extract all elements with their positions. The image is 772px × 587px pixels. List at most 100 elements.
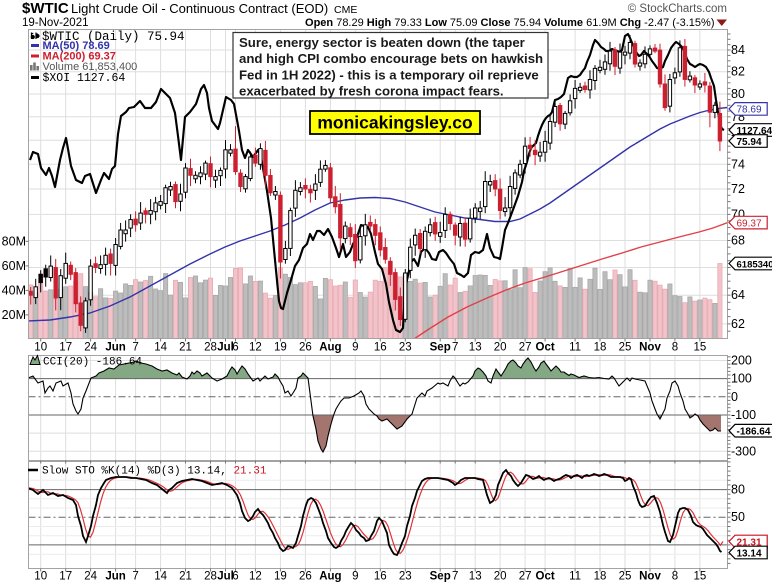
svg-text:10: 10 [34, 342, 47, 354]
svg-text:20M: 20M [2, 308, 26, 322]
svg-text:7: 7 [132, 342, 138, 354]
svg-text:Jul: Jul [217, 342, 234, 354]
svg-text:-300: -300 [731, 444, 756, 458]
svg-text:21: 21 [179, 571, 192, 583]
svg-text:74: 74 [731, 157, 745, 171]
svg-text:13: 13 [469, 571, 482, 583]
svg-text:Open 78.29 High 79.33 Low 75: Open 78.29 High 79.33 Low 75.09 Close 75… [305, 17, 714, 29]
svg-text:28: 28 [204, 571, 217, 583]
svg-text:$XOI 1127.64: $XOI 1127.64 [43, 72, 126, 85]
svg-text:CCI(20) -186.64: CCI(20) -186.64 [43, 357, 142, 369]
svg-text:Volume 61,853,400: Volume 61,853,400 [43, 61, 138, 73]
svg-text:40M: 40M [2, 283, 26, 297]
svg-text:12: 12 [249, 571, 262, 583]
svg-text:24: 24 [84, 342, 97, 354]
svg-text:Slow STO %K(14) %D(3) 13.14, 2: Slow STO %K(14) %D(3) 13.14, 21.31 [42, 466, 267, 478]
svg-text:-186.64: -186.64 [737, 427, 771, 438]
svg-text:19: 19 [274, 342, 287, 354]
svg-text:25: 25 [619, 571, 632, 583]
svg-text:69.37: 69.37 [737, 218, 762, 229]
svg-text:24: 24 [84, 571, 97, 583]
svg-text:17: 17 [59, 571, 72, 583]
svg-text:Jun: Jun [105, 571, 125, 583]
svg-text:14: 14 [154, 571, 167, 583]
svg-text:27: 27 [519, 571, 532, 583]
svg-text:6: 6 [232, 571, 238, 583]
svg-text:9: 9 [352, 342, 358, 354]
svg-text:and high CPI combo encourage b: and high CPI combo encourage bets on haw… [239, 51, 543, 66]
svg-text:Sep: Sep [430, 342, 451, 354]
svg-text:Oct: Oct [536, 571, 555, 583]
svg-text:18: 18 [594, 342, 607, 354]
svg-text:$WTIC: $WTIC [22, 0, 69, 17]
svg-text:Oct: Oct [536, 342, 555, 354]
svg-text:7: 7 [132, 571, 138, 583]
svg-text:27: 27 [519, 342, 532, 354]
svg-text:MA(50) 78.69: MA(50) 78.69 [43, 40, 110, 52]
svg-text:Nov: Nov [639, 342, 661, 354]
svg-text:1127.64: 1127.64 [737, 126, 772, 137]
svg-text:11: 11 [569, 571, 581, 583]
svg-text:61853400: 61853400 [737, 259, 772, 270]
svg-text:200: 200 [731, 354, 752, 368]
svg-text:9: 9 [352, 571, 358, 583]
svg-text:15: 15 [694, 571, 707, 583]
svg-text:16: 16 [374, 342, 387, 354]
svg-text:21.31: 21.31 [737, 537, 762, 548]
svg-text:8: 8 [672, 571, 678, 583]
svg-text:exacerbated by fresh corona im: exacerbated by fresh corona impact fears… [239, 84, 504, 99]
svg-text:20: 20 [494, 571, 507, 583]
svg-text:12: 12 [249, 342, 262, 354]
svg-text:26: 26 [299, 342, 312, 354]
svg-text:Sure, energy sector is beaten: Sure, energy sector is beaten down (the … [239, 35, 525, 50]
svg-text:19-Nov-2021: 19-Nov-2021 [22, 17, 88, 29]
svg-text:25: 25 [619, 342, 632, 354]
svg-text:Nov: Nov [639, 571, 661, 583]
svg-text:7: 7 [452, 571, 458, 583]
svg-text:19: 19 [274, 571, 287, 583]
svg-text:50: 50 [731, 510, 745, 524]
svg-text:11: 11 [569, 342, 581, 354]
svg-text:72: 72 [731, 182, 745, 196]
svg-text:15: 15 [694, 342, 707, 354]
svg-text:18: 18 [594, 571, 607, 583]
svg-text:80M: 80M [2, 234, 26, 248]
svg-text:68: 68 [731, 234, 745, 248]
svg-text:62: 62 [731, 317, 745, 331]
svg-text:10: 10 [34, 571, 47, 583]
svg-text:82: 82 [731, 65, 745, 79]
svg-text:60M: 60M [2, 259, 26, 273]
svg-text:17: 17 [59, 342, 72, 354]
svg-text:Jun: Jun [105, 342, 125, 354]
svg-text:13: 13 [469, 342, 482, 354]
svg-text:8: 8 [672, 342, 678, 354]
svg-text:64: 64 [731, 288, 745, 302]
svg-text:80: 80 [731, 87, 745, 101]
svg-text:0: 0 [731, 390, 738, 404]
svg-text:26: 26 [299, 571, 312, 583]
svg-text:Sep: Sep [430, 571, 451, 583]
svg-text:21: 21 [179, 342, 192, 354]
svg-text:Aug: Aug [319, 342, 341, 354]
svg-text:MA(200) 69.37: MA(200) 69.37 [43, 51, 116, 63]
svg-text:-100: -100 [731, 408, 756, 422]
svg-text:6: 6 [232, 342, 238, 354]
svg-text:Jul: Jul [217, 571, 234, 583]
svg-text:13.14: 13.14 [737, 548, 762, 559]
svg-text:16: 16 [374, 571, 387, 583]
svg-text:$WTIC (Daily) 75.94: $WTIC (Daily) 75.94 [42, 30, 185, 44]
svg-text:78.69: 78.69 [737, 105, 762, 116]
svg-text:Aug: Aug [319, 571, 341, 583]
svg-text:84: 84 [731, 43, 745, 57]
svg-text:CME: CME [334, 4, 357, 16]
svg-text:100: 100 [731, 372, 752, 386]
svg-text:© StockCharts.com: © StockCharts.com [628, 3, 727, 15]
svg-text:Light Crude Oil - Continuous C: Light Crude Oil - Continuous Contract (E… [71, 1, 328, 16]
svg-text:28: 28 [204, 342, 217, 354]
svg-text:monicakingsley.co: monicakingsley.co [317, 113, 472, 133]
svg-text:20: 20 [494, 342, 507, 354]
svg-text:75.94: 75.94 [737, 137, 762, 148]
svg-text:80: 80 [731, 483, 745, 497]
svg-text:23: 23 [399, 342, 412, 354]
svg-text:Fed in 1H 2022) - this is a te: Fed in 1H 2022) - this is a temporary oi… [239, 67, 539, 82]
